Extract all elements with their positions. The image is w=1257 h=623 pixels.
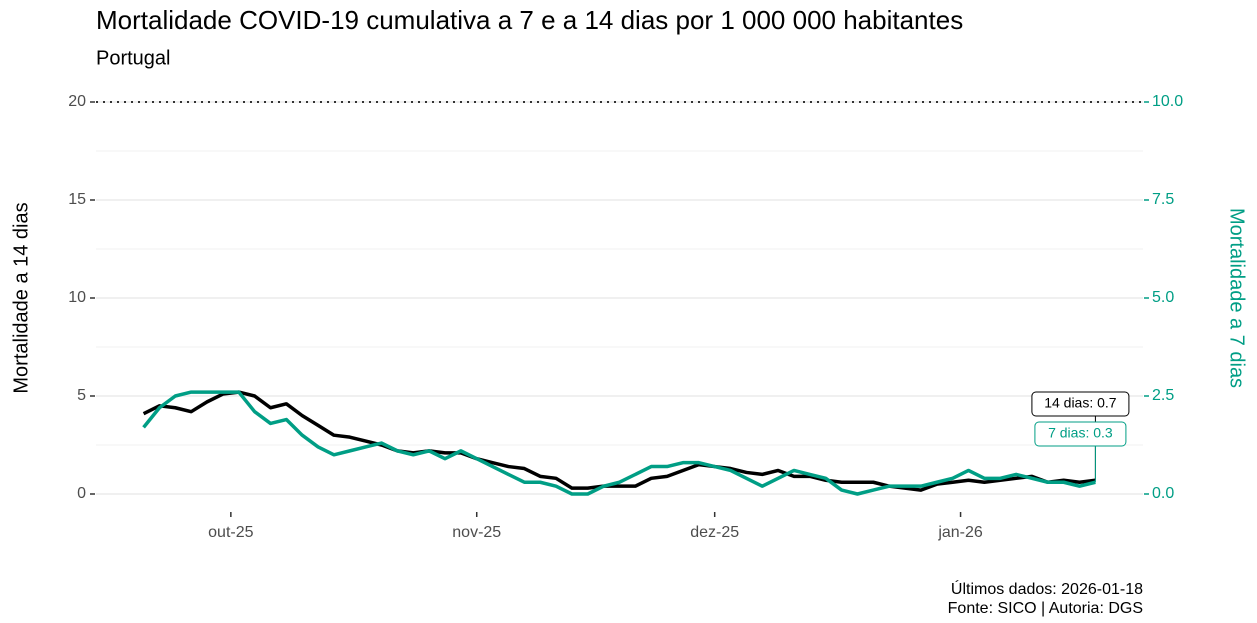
y-tick-label: 15	[68, 191, 86, 208]
label-box	[1034, 421, 1127, 447]
series-line	[142, 390, 1096, 496]
chart-title: Mortalidade COVID-19 cumulativa a 7 e a …	[96, 5, 963, 35]
chart-subtitle: Portugal	[96, 47, 171, 69]
y-tick-label: 20	[68, 93, 86, 110]
y-tick-label: 0	[77, 485, 86, 502]
caption: Fonte: SICO | Autoria: DGS	[948, 600, 1143, 617]
x-tick-label: nov-25	[452, 524, 501, 541]
y-axis-title: Mortalidade a 14 dias	[10, 202, 32, 393]
y2-tick-label: 7.5	[1152, 191, 1174, 208]
label-box	[1031, 391, 1130, 417]
y2-tick-label: 10.0	[1152, 93, 1183, 110]
x-tick-label: jan-26	[937, 524, 983, 541]
y2-axis-title: Mortalidade a 7 dias	[1226, 208, 1248, 388]
caption: Últimos dados: 2026-01-18	[951, 579, 1143, 598]
y2-tick-label: 5.0	[1152, 289, 1174, 306]
y2-tick-label: 2.5	[1152, 387, 1174, 404]
x-tick-label: out-25	[208, 524, 253, 541]
series-line	[142, 390, 1096, 492]
y-tick-label: 5	[77, 387, 86, 404]
y-tick-label: 10	[68, 289, 86, 306]
end-label: 7 dias: 0.3	[1048, 425, 1113, 441]
y2-tick-label: 0.0	[1152, 485, 1174, 502]
x-tick-label: dez-25	[690, 524, 739, 541]
end-label: 14 dias: 0.7	[1044, 395, 1117, 411]
